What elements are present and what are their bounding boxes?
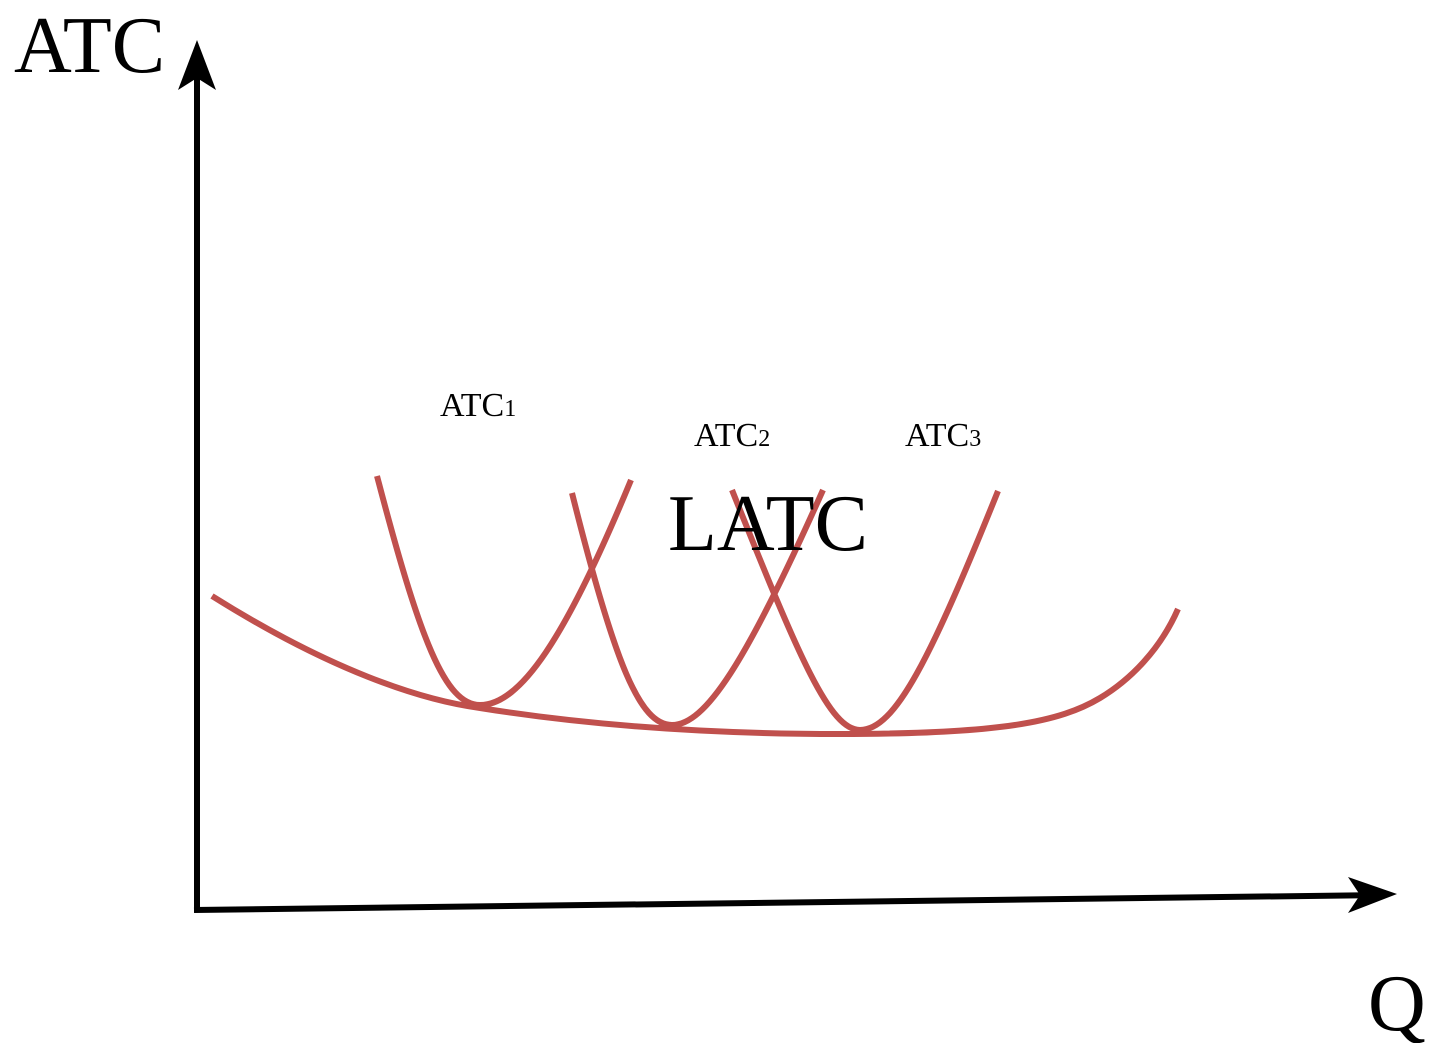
atc1-label-main: ATC [440, 387, 504, 424]
y-axis-arrow-icon [178, 40, 216, 90]
atc2-curve [569, 488, 826, 728]
y-axis-label: ATC [14, 2, 165, 90]
atc3-label-main: ATC [905, 417, 969, 454]
atc3-curve [729, 488, 1001, 733]
x-axis-arrow-icon [1348, 877, 1397, 913]
atc2-label: ATC2 [694, 417, 770, 454]
atc3-label-subscript: 3 [969, 426, 981, 452]
x-axis-label: Q [1368, 960, 1426, 1043]
atc1-label-subscript: 1 [504, 396, 516, 422]
x-axis-line [193, 892, 1386, 913]
latc-label: LATC [668, 480, 868, 568]
atc1-label: ATC1 [440, 387, 516, 424]
atc2-label-main: ATC [694, 417, 758, 454]
atc2-label-subscript: 2 [758, 426, 770, 452]
latc-curve [210, 593, 1181, 737]
atc1-curve [374, 475, 634, 708]
atc3-label: ATC3 [905, 417, 981, 454]
